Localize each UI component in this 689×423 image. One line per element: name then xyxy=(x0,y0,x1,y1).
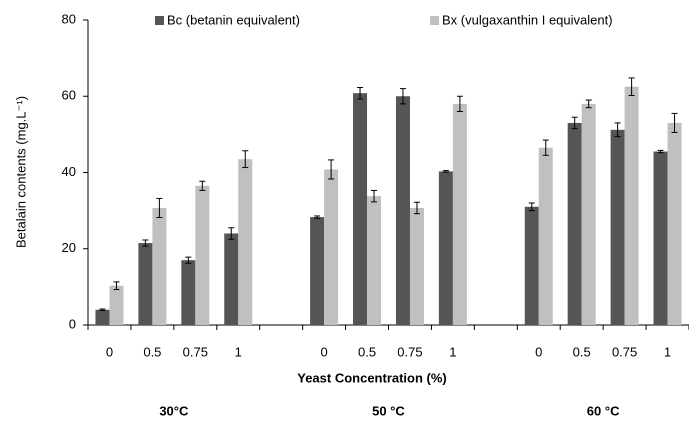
x-tick-label: 0 xyxy=(106,344,113,359)
error-bar xyxy=(314,215,321,219)
group-label: 60 °C xyxy=(587,403,620,418)
x-tick-label: 1 xyxy=(664,344,671,359)
legend-swatch xyxy=(155,16,164,25)
error-bar xyxy=(199,180,206,191)
error-bar xyxy=(614,122,621,138)
x-tick-label: 0.5 xyxy=(573,344,591,359)
x-tick-label: 1 xyxy=(235,344,242,359)
error-bar xyxy=(328,159,335,180)
y-tick-label: 60 xyxy=(62,88,76,103)
error-bar xyxy=(456,95,463,112)
y-tick-label: 40 xyxy=(62,164,76,179)
bar xyxy=(567,122,582,325)
bar xyxy=(409,207,424,325)
bar xyxy=(324,169,339,325)
x-tick-label: 0.75 xyxy=(183,344,208,359)
y-axis-title: Betalain contents (mg.L⁻¹) xyxy=(13,96,28,248)
y-tick-label: 80 xyxy=(62,11,76,26)
legend-label: Bc (betanin equivalent) xyxy=(167,12,300,27)
bar xyxy=(395,96,410,325)
y-tick-label: 20 xyxy=(62,240,76,255)
bar xyxy=(653,151,668,325)
bar xyxy=(109,285,124,325)
bar xyxy=(138,243,153,325)
bar xyxy=(538,147,553,325)
error-bar xyxy=(113,281,120,291)
bar xyxy=(95,309,110,325)
error-bar xyxy=(571,116,578,130)
bar xyxy=(610,129,625,325)
error-bar xyxy=(528,202,535,212)
x-tick-label: 1 xyxy=(449,344,456,359)
legend-label: Bx (vulgaxanthin I equivalent) xyxy=(442,12,613,27)
error-bar xyxy=(585,99,592,109)
error-bar xyxy=(628,77,635,96)
error-bar xyxy=(228,227,235,240)
error-bar xyxy=(671,112,678,133)
x-tick-label: 0 xyxy=(320,344,327,359)
bar xyxy=(238,159,253,325)
bar xyxy=(438,171,453,325)
bar xyxy=(353,93,368,325)
error-bar xyxy=(399,88,406,105)
x-tick-label: 0.75 xyxy=(397,344,422,359)
error-bar xyxy=(357,86,364,100)
bar xyxy=(195,185,210,325)
x-tick-label: 0.75 xyxy=(612,344,637,359)
error-bar xyxy=(99,308,106,312)
error-bar xyxy=(142,239,149,247)
bar xyxy=(310,217,325,325)
error-bar xyxy=(413,201,420,215)
error-bar xyxy=(156,197,163,218)
x-tick-label: 0.5 xyxy=(358,344,376,359)
group-label: 30°C xyxy=(159,403,189,418)
bar xyxy=(624,86,639,325)
bar xyxy=(581,103,596,325)
error-bar xyxy=(185,256,192,264)
bar xyxy=(224,233,239,325)
x-tick-label: 0.5 xyxy=(143,344,161,359)
error-bar xyxy=(371,189,378,203)
bar xyxy=(667,122,682,325)
group-label: 50 °C xyxy=(372,403,405,418)
error-bar xyxy=(542,139,549,156)
x-axis-title: Yeast Concentration (%) xyxy=(297,370,447,385)
error-bar xyxy=(657,149,664,154)
bar xyxy=(524,206,539,325)
legend-swatch xyxy=(430,16,439,25)
bar xyxy=(367,196,382,325)
y-tick-label: 0 xyxy=(69,316,76,331)
error-bar xyxy=(242,150,249,169)
bar xyxy=(452,103,467,325)
error-bar xyxy=(442,170,449,173)
bar xyxy=(181,260,196,325)
bar xyxy=(152,207,167,325)
x-tick-label: 0 xyxy=(535,344,542,359)
